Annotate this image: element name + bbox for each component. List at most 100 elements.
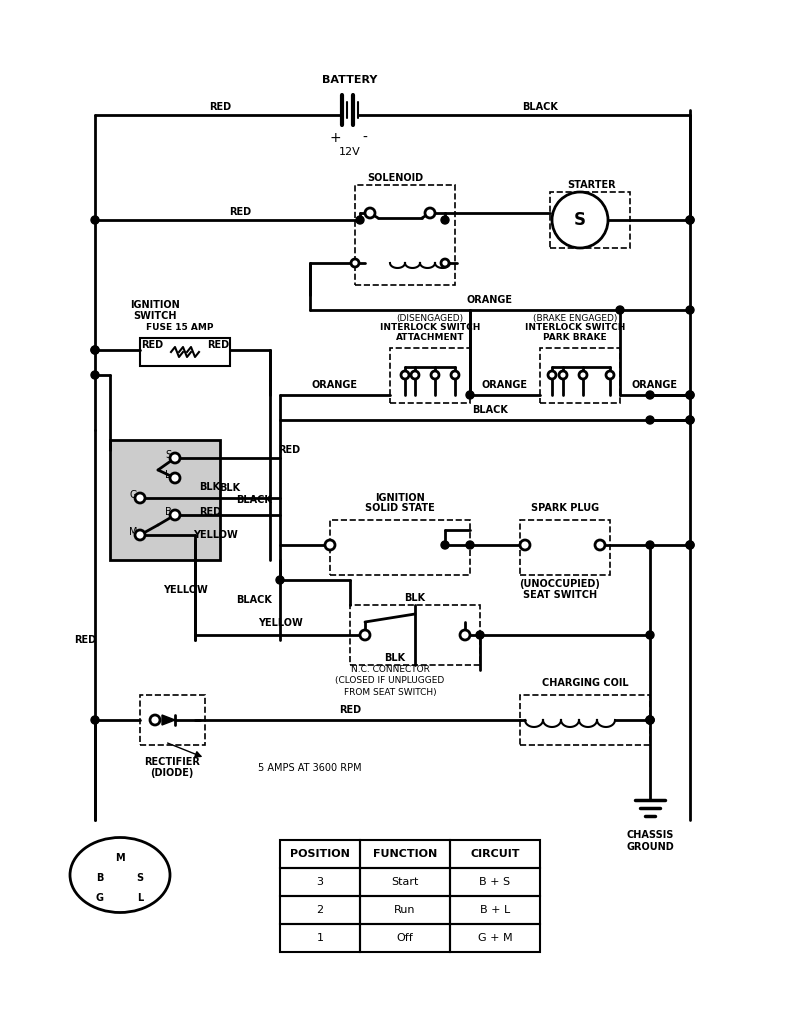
Text: BLK: BLK	[384, 653, 406, 663]
Text: ORANGE: ORANGE	[467, 295, 513, 305]
Text: BLACK: BLACK	[522, 102, 558, 112]
Circle shape	[460, 630, 470, 640]
Circle shape	[559, 371, 567, 379]
Text: (CLOSED IF UNPLUGGED: (CLOSED IF UNPLUGGED	[335, 677, 445, 685]
Text: RED: RED	[199, 507, 221, 517]
Text: SOLENOID: SOLENOID	[367, 173, 423, 183]
Text: RED: RED	[278, 445, 300, 455]
Circle shape	[476, 631, 484, 639]
Text: YELLOW: YELLOW	[163, 585, 208, 595]
Text: SOLID STATE: SOLID STATE	[365, 503, 435, 513]
Bar	[140, 338, 230, 366]
Text: G + M: G + M	[477, 933, 512, 943]
Circle shape	[646, 716, 654, 724]
Circle shape	[360, 630, 370, 640]
Bar	[280, 896, 360, 924]
Circle shape	[686, 391, 694, 399]
Circle shape	[595, 540, 605, 550]
Text: 2: 2	[316, 905, 323, 915]
Text: (BRAKE ENGAGED): (BRAKE ENGAGED)	[533, 313, 617, 323]
Text: L: L	[136, 893, 143, 903]
Circle shape	[646, 716, 654, 724]
Circle shape	[401, 371, 409, 379]
Circle shape	[686, 391, 694, 399]
Circle shape	[606, 371, 614, 379]
Bar	[140, 695, 205, 745]
Polygon shape	[162, 715, 175, 725]
Text: RED: RED	[74, 635, 96, 645]
Circle shape	[548, 371, 556, 379]
Bar	[360, 840, 450, 868]
Circle shape	[686, 216, 694, 224]
Text: Start: Start	[391, 877, 419, 887]
Text: POSITION: POSITION	[290, 849, 350, 859]
Text: 12V: 12V	[339, 147, 361, 157]
Text: Off: Off	[397, 933, 413, 943]
Text: BLK: BLK	[219, 483, 241, 493]
Text: YELLOW: YELLOW	[258, 618, 302, 628]
Text: B + S: B + S	[480, 877, 510, 887]
Bar	[360, 868, 450, 896]
Bar	[350, 605, 480, 665]
Circle shape	[686, 306, 694, 314]
Bar	[360, 924, 450, 952]
Text: RED: RED	[229, 207, 251, 217]
Circle shape	[552, 193, 608, 248]
Circle shape	[686, 416, 694, 424]
Bar	[450, 924, 540, 952]
Text: BATTERY: BATTERY	[323, 75, 378, 85]
Bar	[280, 868, 360, 896]
Text: G: G	[96, 893, 104, 903]
Bar	[355, 185, 455, 285]
Circle shape	[431, 371, 439, 379]
Circle shape	[425, 208, 435, 218]
Circle shape	[411, 371, 419, 379]
Text: CHARGING COIL: CHARGING COIL	[542, 678, 628, 688]
Text: M: M	[115, 853, 125, 863]
Circle shape	[91, 371, 99, 379]
Circle shape	[686, 416, 694, 424]
Bar	[550, 193, 630, 248]
Text: RED: RED	[141, 340, 163, 350]
Bar	[520, 695, 650, 745]
Text: RED: RED	[207, 340, 229, 350]
Text: ORANGE: ORANGE	[312, 380, 358, 390]
Bar	[330, 520, 470, 575]
Circle shape	[646, 391, 654, 399]
Text: SPARK PLUG: SPARK PLUG	[531, 503, 599, 513]
Text: (UNOCCUPIED): (UNOCCUPIED)	[520, 579, 600, 589]
Text: (DIODE): (DIODE)	[151, 768, 193, 778]
Circle shape	[276, 575, 284, 584]
Circle shape	[616, 306, 624, 314]
Bar	[450, 896, 540, 924]
Bar	[280, 840, 360, 868]
Circle shape	[686, 541, 694, 549]
Text: RED: RED	[339, 705, 361, 715]
Circle shape	[441, 259, 449, 267]
Circle shape	[91, 216, 99, 224]
Text: N.C. CONNECTOR: N.C. CONNECTOR	[350, 666, 429, 675]
Text: L: L	[165, 470, 170, 480]
Circle shape	[466, 541, 474, 549]
Circle shape	[520, 540, 530, 550]
Ellipse shape	[70, 838, 170, 912]
Text: STARTER: STARTER	[568, 180, 616, 190]
Circle shape	[150, 715, 160, 725]
Circle shape	[170, 473, 180, 483]
Bar	[450, 868, 540, 896]
Text: G: G	[129, 490, 136, 500]
Circle shape	[646, 716, 654, 724]
Circle shape	[686, 541, 694, 549]
Circle shape	[91, 346, 99, 354]
Text: YELLOW: YELLOW	[193, 530, 237, 540]
Circle shape	[451, 371, 459, 379]
Circle shape	[441, 541, 449, 549]
Text: BLACK: BLACK	[472, 406, 508, 415]
Circle shape	[646, 631, 654, 639]
Circle shape	[351, 259, 359, 267]
Circle shape	[441, 216, 449, 224]
Text: S: S	[136, 873, 144, 883]
Text: FUSE 15 AMP: FUSE 15 AMP	[146, 323, 214, 332]
Text: RED: RED	[209, 102, 231, 112]
Circle shape	[686, 216, 694, 224]
